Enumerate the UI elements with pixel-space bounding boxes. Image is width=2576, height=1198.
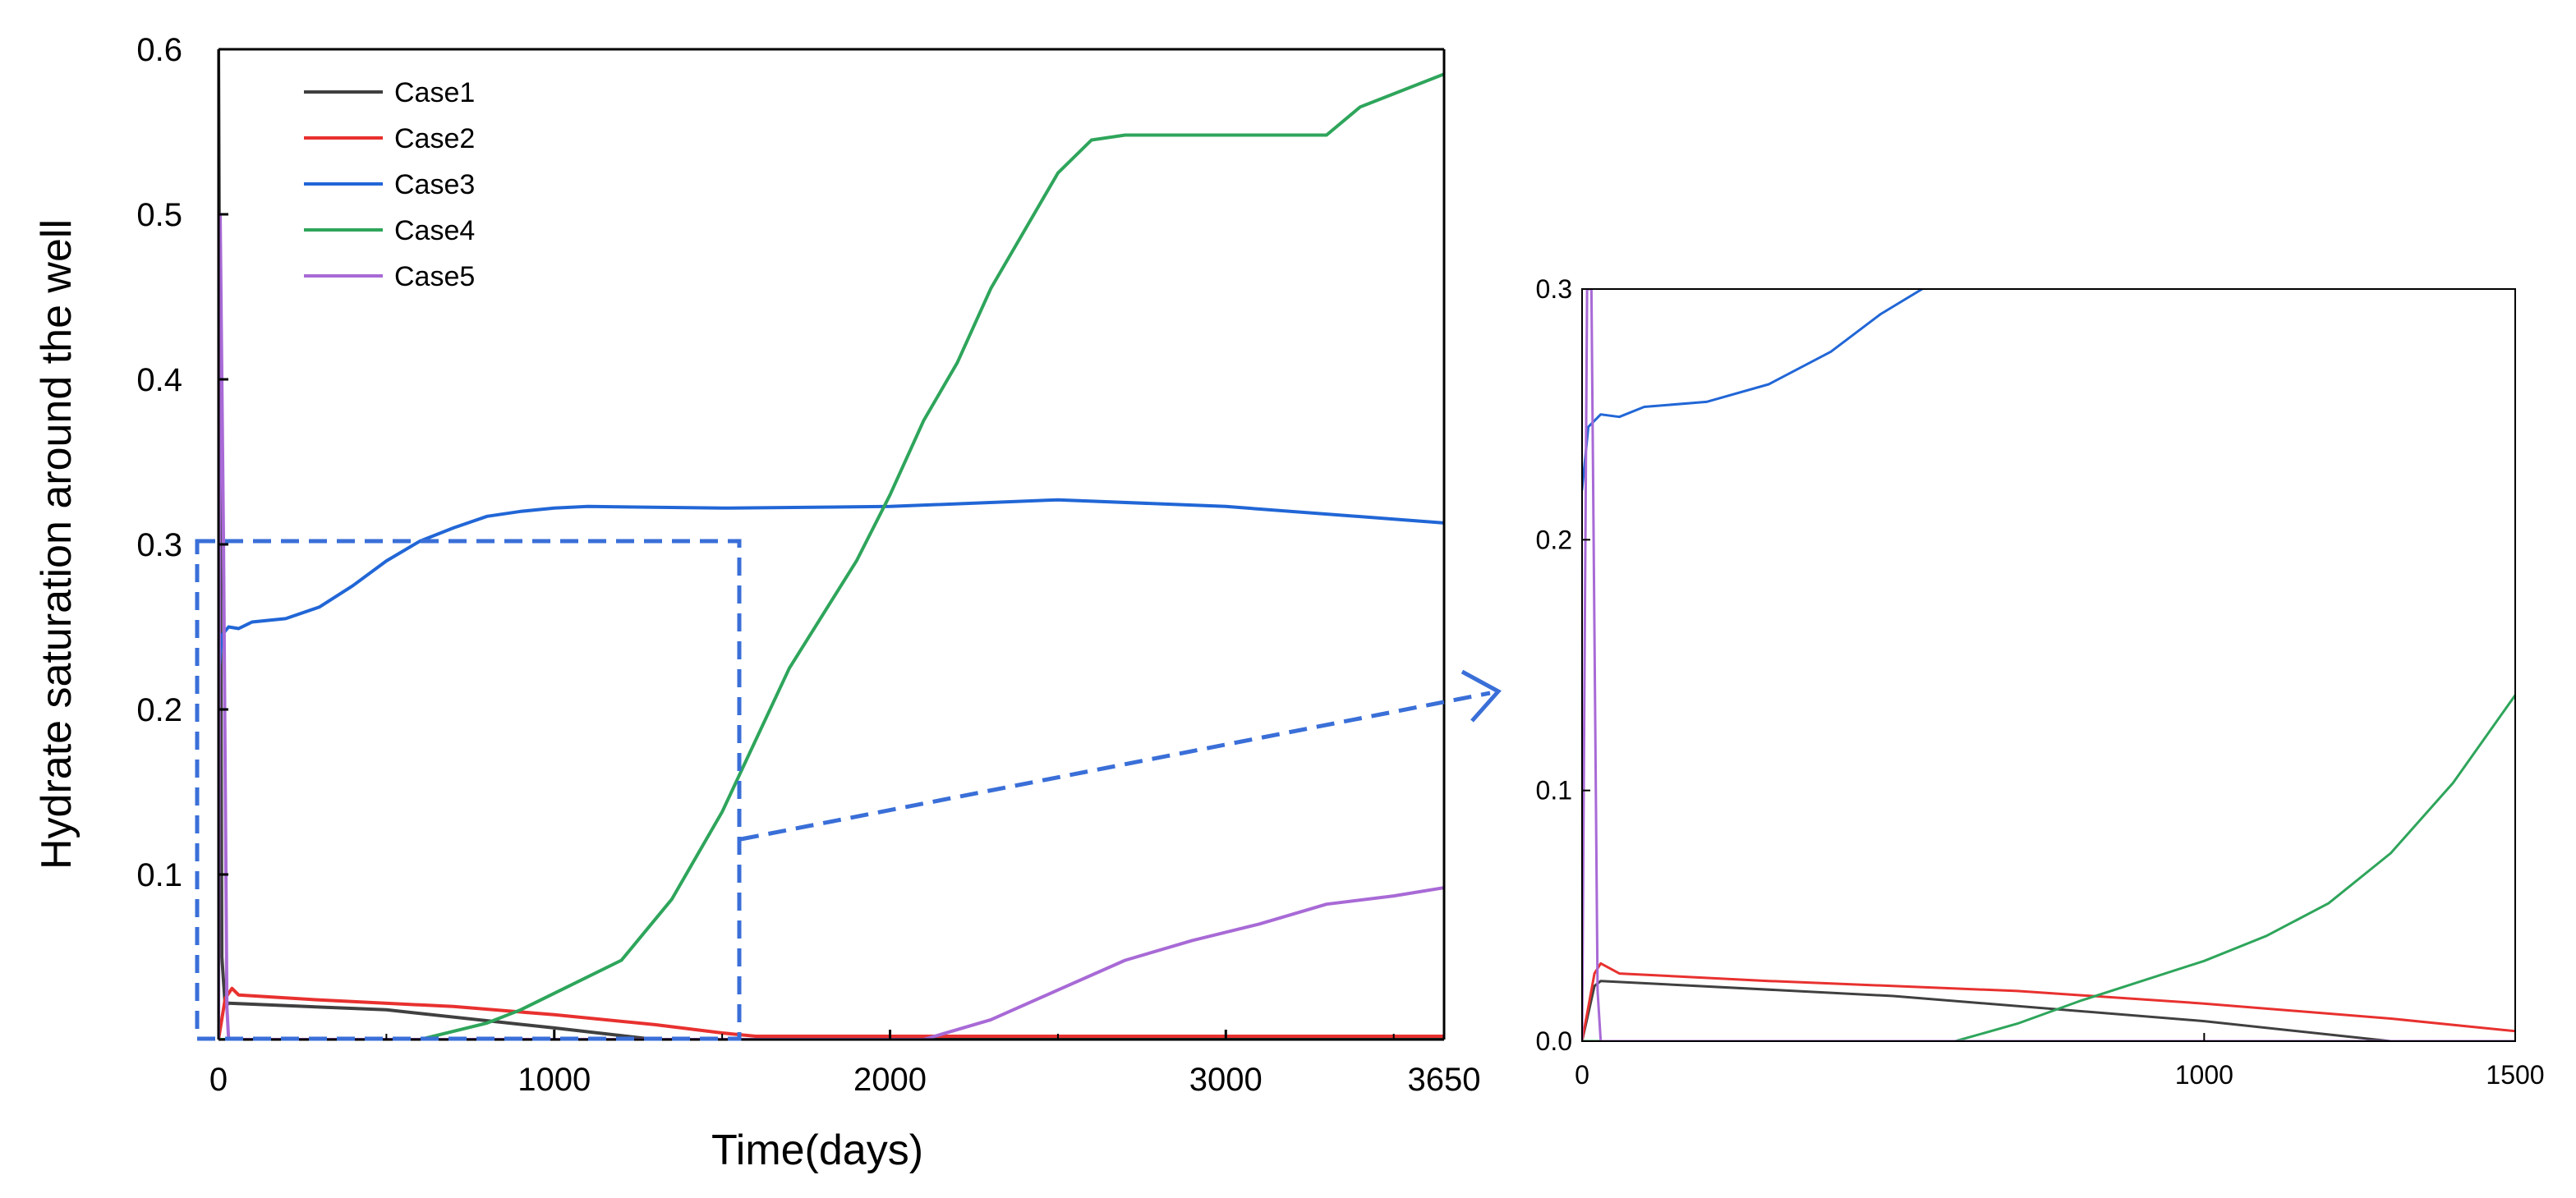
zoom-chart: 0 1000 1500 0.0 0.1 0.2 0.3 <box>1536 274 2545 1090</box>
main-y-tick-label: 0.3 <box>136 527 182 563</box>
zoom-y-tick-label: 0.1 <box>1536 776 1572 806</box>
main-y-tick-label: 0.5 <box>136 197 182 233</box>
zoom-arrow-line <box>740 691 1491 842</box>
zoom-ticks: 0 1000 1500 0.0 0.1 0.2 0.3 <box>1536 274 2545 1090</box>
main-series-group <box>218 49 1444 1040</box>
zoom-series-line-case3 <box>1582 289 1925 491</box>
zoom-frame <box>1581 288 2516 1042</box>
zoom-series-line-case5 <box>1582 289 2515 1041</box>
zoom-y-tick-label: 0.2 <box>1536 525 1572 554</box>
main-series-line-case5 <box>218 213 1444 1040</box>
main-x-tick-label: 1000 <box>518 1062 591 1098</box>
main-series-line-case2 <box>218 986 1444 1040</box>
zoom-x-tick-label: 1000 <box>2175 1060 2233 1090</box>
zoom-x-tick-label: 0 <box>1575 1060 1589 1090</box>
zoom-arrow-head <box>1460 669 1502 723</box>
zoom-region-box <box>195 539 742 1041</box>
legend-label-case4: Case4 <box>394 215 475 246</box>
main-series-line-case4 <box>218 72 1444 1040</box>
zoom-series-line-case2 <box>1582 962 2515 1041</box>
main-y-tick-label: 0.4 <box>136 362 182 398</box>
main-x-tick-label: 2000 <box>853 1062 927 1098</box>
main-y-axis-label: Hydrate saturation around the well <box>33 219 80 870</box>
zoom-y-tick-label: 0.3 <box>1536 274 1572 304</box>
main-series-line-case3 <box>218 498 1444 678</box>
zoom-series-line-case4 <box>1582 694 2515 1041</box>
main-x-tick-label: 0 <box>209 1062 228 1098</box>
main-ticks: 0 1000 2000 3000 3650 0.1 0.2 0.3 0.4 0.5 0.6 <box>136 32 1480 1098</box>
zoom-y-tick-label: 0.0 <box>1536 1026 1572 1056</box>
main-y-tick-label: 0.6 <box>136 32 182 68</box>
zoom-x-tick-label: 1500 <box>2486 1060 2544 1090</box>
main-x-axis-label: Time(days) <box>711 1127 923 1174</box>
legend-label-case5: Case5 <box>394 261 475 292</box>
main-chart: 0 1000 2000 3000 3650 0.1 0.2 0.3 0.4 0.5 0.6 Time… <box>33 32 1480 1174</box>
legend-label-case2: Case2 <box>394 123 475 154</box>
legend-label-case3: Case3 <box>394 169 475 200</box>
legend-label-case1: Case1 <box>394 77 475 108</box>
main-y-tick-label: 0.1 <box>136 857 182 893</box>
zoom-series-group <box>1582 289 2515 1041</box>
legend: Case1 Case2 Case3 Case4 Case5 <box>304 77 475 292</box>
main-x-tick-label: 3000 <box>1189 1062 1263 1098</box>
main-x-tick-label: 3650 <box>1408 1062 1481 1098</box>
zoom-series-line-case1 <box>1582 980 2515 1041</box>
main-y-tick-label: 0.2 <box>136 692 182 728</box>
